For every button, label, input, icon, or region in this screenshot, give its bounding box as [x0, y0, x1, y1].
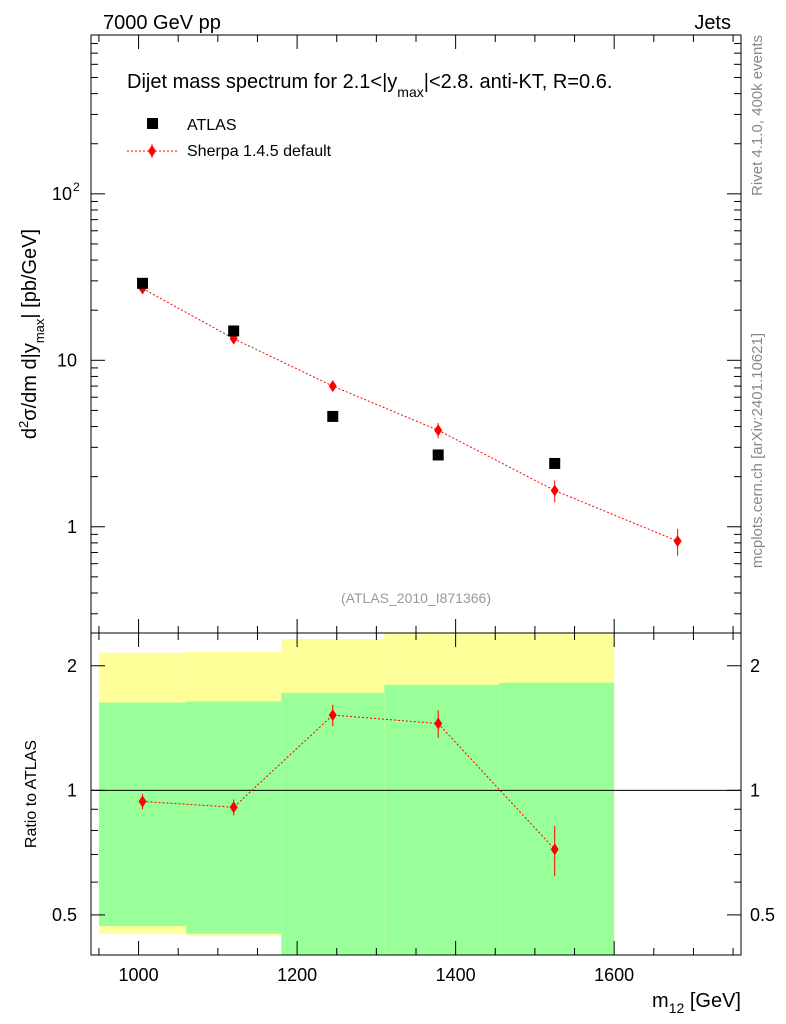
chart-title: Dijet mass spectrum for 2.1<|ymax|<2.8. … — [127, 71, 612, 100]
header-right: Jets — [694, 12, 731, 34]
x-axis-label: m12 [GeV] — [652, 990, 741, 1016]
ratio-sherpa-point — [434, 717, 443, 730]
sherpa-point — [328, 380, 337, 393]
ratio-bands — [98, 633, 615, 955]
legend-marker-atlas — [147, 118, 158, 129]
header-left: 7000 GeV pp — [103, 12, 221, 34]
ratio-y-axis-label: Ratio to ATLAS — [23, 740, 40, 848]
atlas-point — [549, 457, 561, 469]
band-green-3 — [384, 684, 500, 955]
rivet-label: Rivet 4.1.0, 400k events — [749, 35, 766, 196]
ratio-panel: 1000 1200 1400 1600 0.5 0.5 1 1 2 2 — [52, 35, 775, 985]
y-tick-label: 10 — [57, 350, 77, 370]
x-tick-label: 1000 — [119, 965, 159, 985]
ratio-sherpa-point — [550, 843, 559, 856]
ratio-y-tick-label-right: 2 — [750, 656, 760, 676]
y-tick-label-exponent: 2 — [73, 180, 80, 194]
sherpa-line — [142, 288, 678, 542]
x-tick-label: 1200 — [277, 965, 317, 985]
atlas-point — [228, 325, 240, 337]
atlas-point — [432, 449, 444, 461]
ratio-sherpa-point — [229, 801, 238, 814]
band-green-1 — [186, 701, 282, 934]
band-green-4 — [499, 682, 615, 955]
sherpa-point — [673, 535, 682, 548]
y-axis-label: d2σ/dm d|ymax| [pb/GeV] — [16, 229, 47, 439]
ratio-frame — [90, 632, 742, 956]
legend-label-atlas: ATLAS — [187, 117, 237, 134]
ratio-y-tick-label-right: 0.5 — [750, 905, 775, 925]
x-tick-label: 1400 — [436, 965, 476, 985]
y-tick-label: 10 — [52, 184, 72, 204]
legend-label-sherpa: Sherpa 1.4.5 default — [187, 143, 332, 160]
legend-marker-sherpa — [148, 145, 156, 157]
x-tick-label: 1600 — [594, 965, 634, 985]
ratio-y-tick-label: 2 — [67, 656, 77, 676]
mcplots-label: mcplots.cern.ch [arXiv:2401.10621] — [749, 333, 766, 568]
ratio-y-tick-label: 0.5 — [52, 905, 77, 925]
sherpa-point — [434, 424, 443, 437]
atlas-point — [327, 410, 339, 422]
band-green-2 — [281, 692, 385, 955]
analysis-id: (ATLAS_2010_I871366) — [341, 590, 491, 606]
ratio-y-tick-label: 1 — [67, 780, 77, 800]
y-tick-label: 1 — [67, 517, 77, 537]
band-green-0 — [98, 702, 187, 927]
ratio-y-tick-label-right: 1 — [750, 780, 760, 800]
sherpa-point — [550, 484, 559, 497]
ratio-sherpa-point — [328, 709, 337, 722]
atlas-point — [137, 277, 149, 289]
ratio-sherpa-line — [142, 714, 556, 850]
ratio-sherpa-point — [138, 795, 147, 808]
